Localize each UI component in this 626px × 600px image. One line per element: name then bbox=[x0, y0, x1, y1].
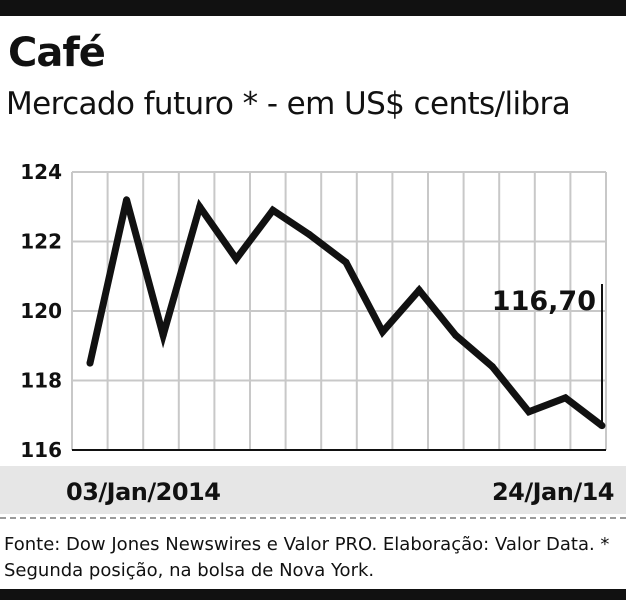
y-tick-label: 122 bbox=[20, 230, 62, 254]
data-point bbox=[196, 203, 204, 211]
data-point bbox=[269, 206, 277, 214]
data-point bbox=[525, 408, 533, 416]
top-rule bbox=[0, 0, 626, 16]
data-point bbox=[86, 359, 94, 367]
annotation-value-label: 116,70 bbox=[492, 286, 596, 317]
y-tick-label: 116 bbox=[20, 438, 62, 462]
data-point bbox=[379, 328, 387, 336]
x-end-label: 24/Jan/14 bbox=[491, 478, 615, 506]
data-point bbox=[488, 363, 496, 371]
x-start-label: 03/Jan/2014 bbox=[66, 478, 221, 506]
data-point bbox=[123, 196, 131, 204]
chart-subtitle: Mercado futuro * - em US$ cents/libra bbox=[6, 86, 571, 122]
y-tick-label: 124 bbox=[20, 160, 62, 184]
data-point bbox=[232, 255, 240, 263]
data-point bbox=[342, 258, 350, 266]
data-point bbox=[452, 331, 460, 339]
y-tick-label: 118 bbox=[20, 369, 62, 393]
source-divider bbox=[0, 517, 626, 519]
chart-title: Café bbox=[8, 30, 106, 76]
source-note: Fonte: Dow Jones Newswires e Valor PRO. … bbox=[4, 534, 610, 581]
y-tick-label: 120 bbox=[20, 299, 62, 323]
data-point bbox=[415, 286, 423, 294]
date-band bbox=[0, 466, 626, 514]
line-chart: 124 122 120 118 116 116,70 bbox=[20, 160, 607, 462]
bottom-rule bbox=[0, 589, 626, 600]
data-point bbox=[561, 394, 569, 402]
data-point bbox=[159, 331, 167, 339]
data-point bbox=[305, 231, 313, 239]
